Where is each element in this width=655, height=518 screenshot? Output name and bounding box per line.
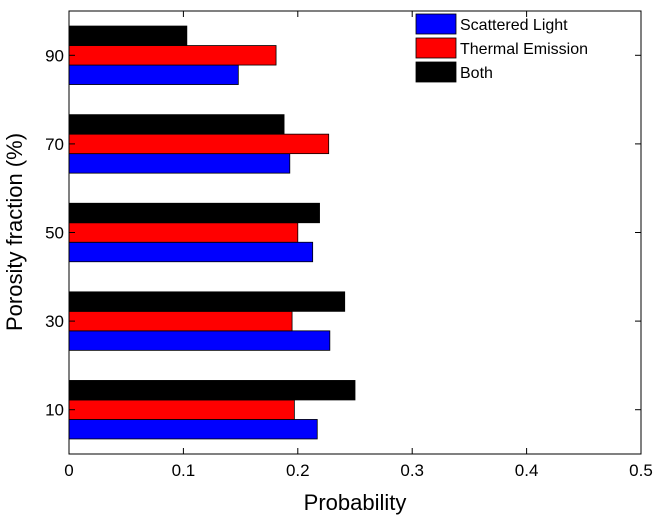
legend-swatch-scattered-light	[415, 13, 457, 35]
bar-thermal-emission-50	[68, 222, 299, 243]
y-tick-label-50: 50	[45, 224, 64, 243]
y-tick-label-10: 10	[45, 401, 64, 420]
bar-scattered-light-70	[68, 153, 291, 174]
y-tick-label-90: 90	[45, 46, 64, 65]
bar-both-50	[68, 202, 320, 224]
legend-label-thermal-emission: Thermal Emission	[460, 41, 588, 58]
x-tick-label-0.5: 0.5	[629, 461, 653, 480]
x-tick-label-0.4: 0.4	[515, 461, 539, 480]
legend-swatch-both	[415, 61, 457, 83]
bar-scattered-light-50	[68, 241, 314, 263]
bar-scattered-light-30	[68, 330, 331, 351]
bar-thermal-emission-30	[68, 310, 293, 332]
bar-both-70	[68, 114, 285, 135]
bar-both-30	[68, 291, 346, 312]
bar-thermal-emission-70	[68, 133, 330, 155]
legend-label-both: Both	[460, 65, 493, 82]
bar-thermal-emission-10	[68, 399, 295, 420]
y-tick-label-70: 70	[45, 135, 64, 154]
y-axis-title: Porosity fraction (%)	[2, 133, 27, 331]
bar-scattered-light-10	[68, 419, 318, 440]
legend-label-scattered-light: Scattered Light	[460, 17, 568, 34]
x-tick-label-0.1: 0.1	[172, 461, 196, 480]
y-tick-label-30: 30	[45, 312, 64, 331]
bar-both-10	[68, 380, 356, 401]
bar-thermal-emission-90	[68, 45, 277, 66]
bar-both-90	[68, 25, 188, 46]
bar-scattered-light-90	[68, 64, 239, 85]
legend-swatch-thermal-emission	[415, 37, 457, 59]
ticks-group: 10 30 50 70 90 0 0.1 0.2 0.3 0.4 0.5	[45, 11, 653, 480]
plot-frame	[68, 10, 642, 455]
legend: Scattered Light Thermal Emission Both	[415, 13, 588, 83]
x-tick-label-0.3: 0.3	[400, 461, 424, 480]
x-tick-label-0: 0	[64, 461, 73, 480]
x-axis-title: Probability	[304, 490, 407, 515]
x-tick-label-0.2: 0.2	[286, 461, 310, 480]
